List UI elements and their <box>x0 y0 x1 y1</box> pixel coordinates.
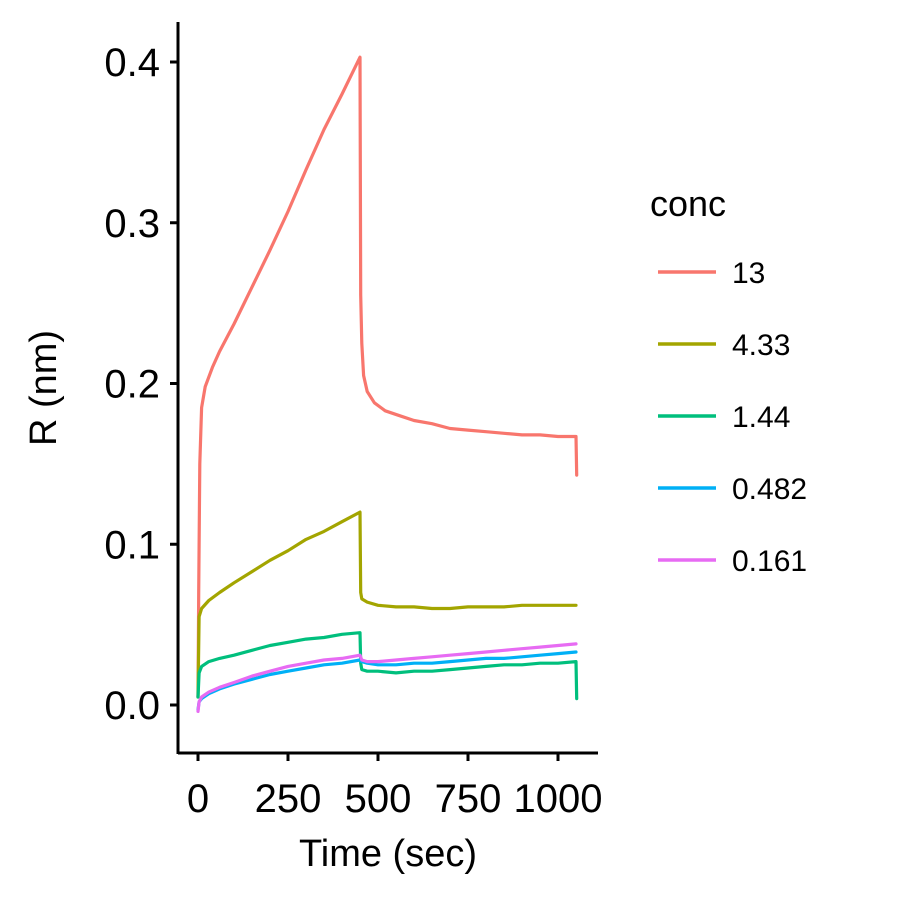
legend-label-2: 1.44 <box>732 401 790 434</box>
y-tick-label: 0.0 <box>104 684 160 728</box>
legend-label-3: 0.482 <box>732 473 807 506</box>
y-tick-label: 0.2 <box>104 363 160 407</box>
y-ticks: 0.0 0.1 0.2 0.3 0.4 <box>104 41 178 728</box>
series-line-0 <box>196 55 579 699</box>
series-layer <box>196 55 579 713</box>
x-axis-title: Time (sec) <box>299 833 477 875</box>
legend-label-0: 13 <box>732 257 765 290</box>
legend: conc 13 4.33 1.44 0.482 0.161 <box>650 183 807 578</box>
x-tick-label: 250 <box>255 777 322 821</box>
x-ticks: 0 250 500 750 1000 <box>187 753 603 821</box>
plot-area: 0.0 0.1 0.2 0.3 0.4 0 250 500 750 1000 <box>104 22 602 821</box>
y-axis-title: R (nm) <box>23 330 65 446</box>
y-tick-label: 0.4 <box>104 41 160 85</box>
series-line-2 <box>196 631 579 701</box>
x-tick-label: 1000 <box>514 777 603 821</box>
series-line-4 <box>196 642 578 713</box>
legend-label-1: 4.33 <box>732 329 790 362</box>
legend-label-4: 0.161 <box>732 545 807 578</box>
series-line-1 <box>196 510 578 699</box>
x-tick-label: 0 <box>187 777 209 821</box>
x-tick-label: 500 <box>345 777 412 821</box>
legend-title: conc <box>650 183 726 224</box>
x-tick-label: 750 <box>435 777 502 821</box>
y-tick-label: 0.3 <box>104 202 160 246</box>
y-tick-label: 0.1 <box>104 523 160 567</box>
legend-items: 13 4.33 1.44 0.482 0.161 <box>658 257 807 578</box>
